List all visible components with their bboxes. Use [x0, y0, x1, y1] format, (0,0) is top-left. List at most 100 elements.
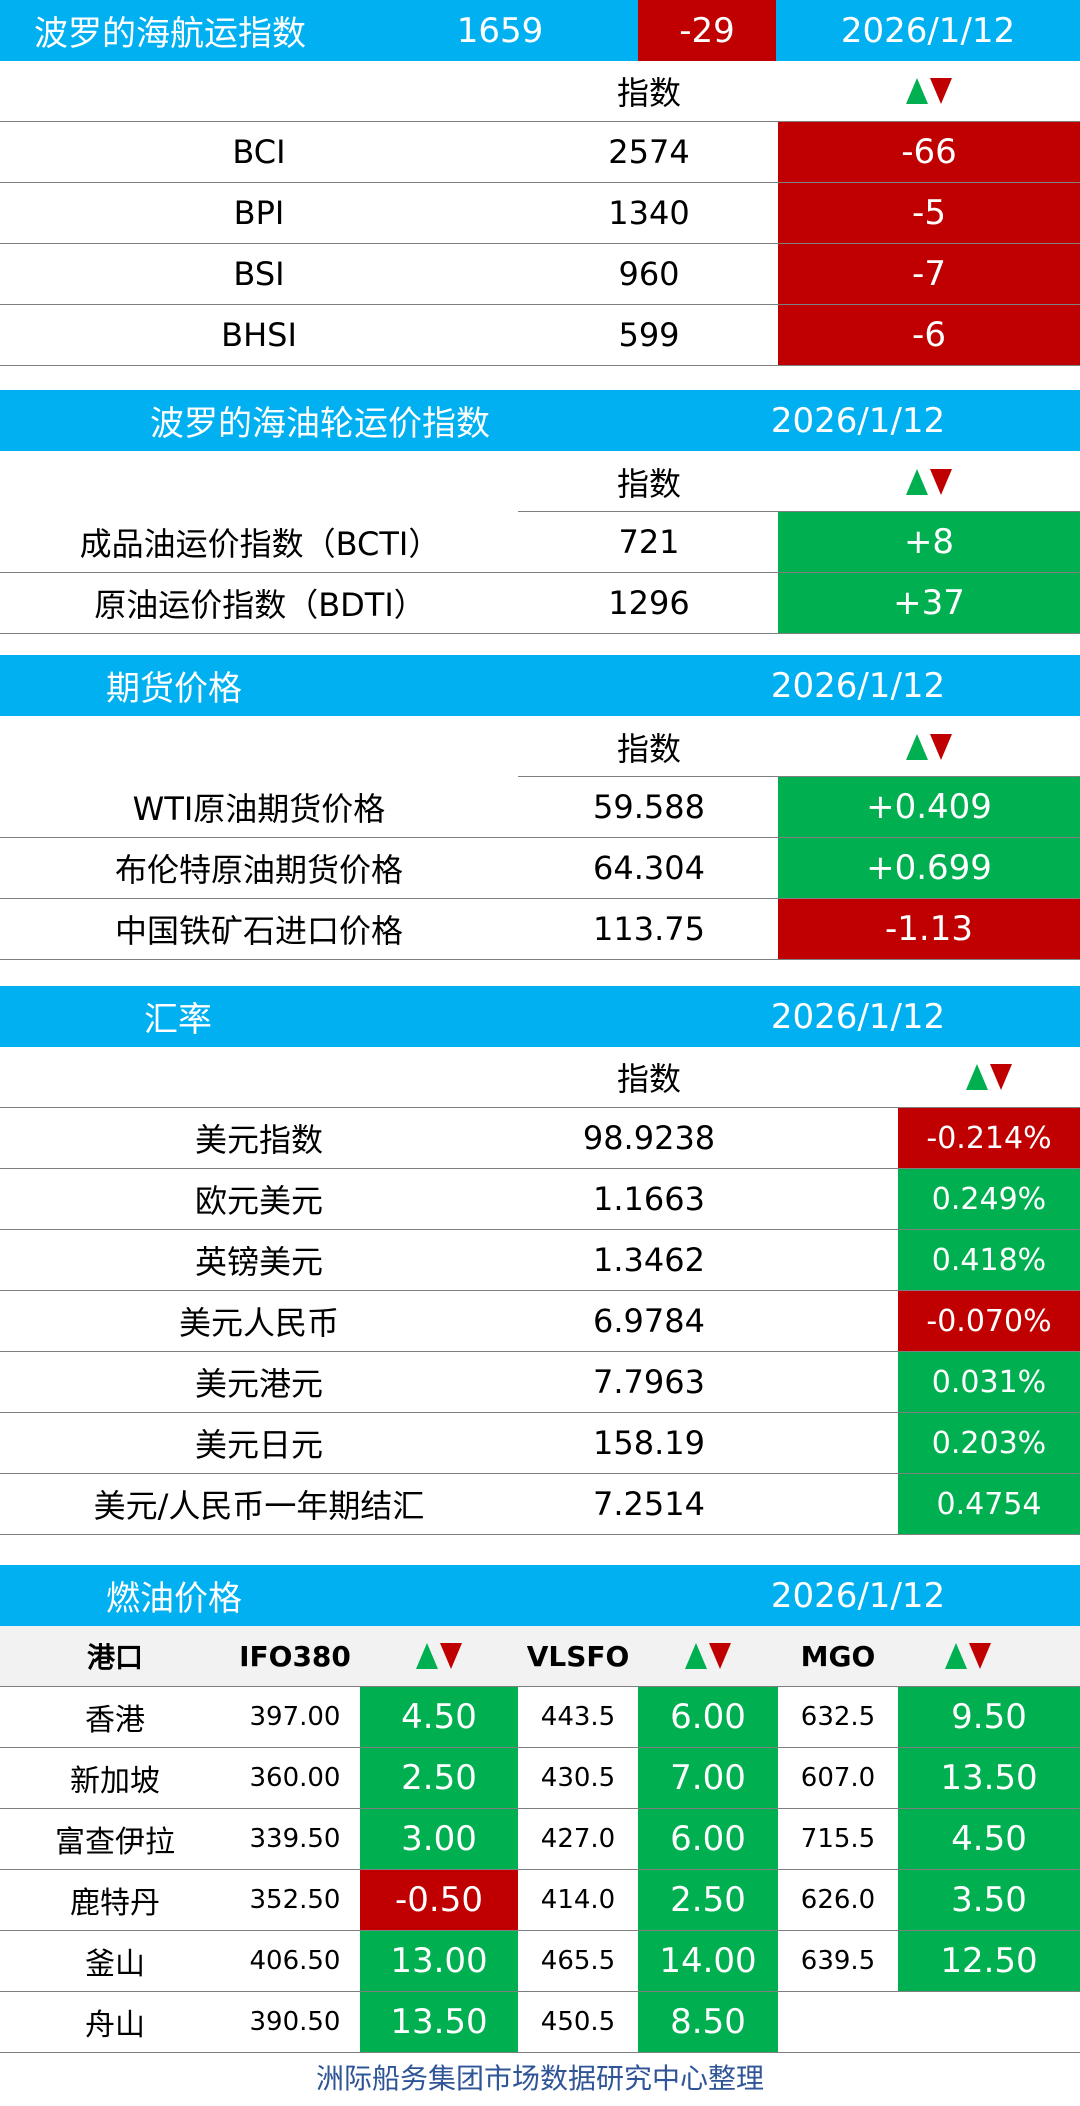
baltic-change: -7	[778, 244, 1080, 304]
fx-header: 汇率 2026/1/12	[0, 986, 1080, 1047]
baltic-name: BHSI	[221, 316, 297, 354]
port-name: 富查伊拉	[55, 1825, 175, 1860]
futures-row: 中国铁矿石进口价格 113.75 -1.13	[0, 899, 1080, 960]
futures-value: 59.588	[593, 788, 705, 826]
futures-header: 期货价格 2026/1/12	[0, 655, 1080, 716]
vlsfo-price: 430.5	[540, 1763, 616, 1793]
fx-name: 美元指数	[194, 1121, 323, 1159]
bunker-title: 燃油价格	[106, 1579, 242, 1619]
fx-value: 1.1663	[593, 1180, 705, 1218]
ifo-price: 339.50	[249, 1824, 341, 1854]
port-name: 香港	[85, 1703, 145, 1738]
tanker-date: 2026/1/12	[770, 400, 946, 441]
fx-value: 7.2514	[593, 1485, 705, 1523]
port-name: 舟山	[85, 2008, 145, 2043]
ifo-price: 406.50	[249, 1946, 341, 1976]
vlsfo-price: 465.5	[540, 1946, 616, 1976]
col-index-label: 指数	[616, 74, 681, 112]
updown-icon	[778, 716, 1080, 777]
baltic-value: 1659	[456, 10, 544, 51]
fx-change: -0.214%	[898, 1108, 1080, 1168]
ifo-change: 2.50	[360, 1748, 518, 1808]
baltic-name: BPI	[233, 194, 285, 232]
mgo-col-label: MGO	[800, 1639, 876, 1673]
fx-change: 0.418%	[898, 1230, 1080, 1290]
fx-row: 美元日元 158.19 0.203%	[0, 1413, 1080, 1474]
futures-col-header: 指数	[0, 716, 1080, 777]
tanker-col-header: 指数	[0, 451, 1080, 512]
updown-icon	[778, 451, 1080, 512]
futures-row: WTI原油期货价格 59.588 +0.409	[0, 777, 1080, 838]
tanker-name: 原油运价指数（BDTI）	[94, 586, 426, 624]
futures-value: 113.75	[593, 910, 705, 948]
port-name: 新加坡	[70, 1764, 160, 1799]
updown-icon	[778, 61, 1080, 121]
ifo-change: -0.50	[360, 1870, 518, 1930]
fx-title: 汇率	[144, 1000, 212, 1040]
fx-change: -0.070%	[898, 1291, 1080, 1351]
baltic-change: -29	[638, 0, 776, 61]
tanker-name: 成品油运价指数（BCTI）	[79, 525, 441, 563]
fx-value: 158.19	[593, 1424, 705, 1462]
updown-icon	[638, 1626, 778, 1686]
futures-change: -1.13	[778, 899, 1080, 959]
fx-col-header: 指数	[0, 1047, 1080, 1108]
fx-name: 欧元美元	[194, 1182, 323, 1220]
fx-value: 1.3462	[593, 1241, 705, 1279]
tanker-header: 波罗的海油轮运价指数 2026/1/12	[0, 390, 1080, 451]
ifo-change: 13.50	[360, 1992, 518, 2052]
fx-change: 0.249%	[898, 1169, 1080, 1229]
col-index-label: 指数	[616, 1060, 681, 1098]
ifo-price: 352.50	[249, 1885, 341, 1915]
baltic-name: BCI	[232, 133, 286, 171]
port-col-label: 港口	[86, 1641, 143, 1674]
col-index-label: 指数	[616, 464, 681, 503]
baltic-name: BSI	[233, 255, 285, 293]
tanker-row: 成品油运价指数（BCTI） 721 +8	[0, 512, 1080, 573]
baltic-value: 960	[618, 255, 680, 293]
updown-icon	[360, 1626, 518, 1686]
futures-value: 64.304	[593, 849, 705, 887]
bunker-row: 新加坡 360.00 2.50 430.5 7.00 607.0 13.50	[0, 1748, 1080, 1809]
futures-row: 布伦特原油期货价格 64.304 +0.699	[0, 838, 1080, 899]
ifo-change: 4.50	[360, 1687, 518, 1747]
vlsfo-change: 6.00	[638, 1687, 778, 1747]
bunker-header: 燃油价格 2026/1/12	[0, 1565, 1080, 1626]
bunker-date: 2026/1/12	[770, 1575, 946, 1616]
ifo-change: 13.00	[360, 1931, 518, 1991]
tanker-change: +37	[778, 573, 1080, 633]
footer-credit: 洲际船务集团市场数据研究中心整理	[315, 2062, 764, 2095]
ifo-col-label: IFO380	[239, 1639, 351, 1673]
tanker-title: 波罗的海油轮运价指数	[150, 404, 490, 444]
port-name: 釜山	[85, 1947, 145, 1982]
baltic-change: -6	[778, 305, 1080, 365]
ifo-price: 397.00	[249, 1702, 341, 1732]
fx-row: 英镑美元 1.3462 0.418%	[0, 1230, 1080, 1291]
tanker-value: 721	[618, 523, 680, 561]
tanker-change: +8	[778, 512, 1080, 572]
baltic-value: 1340	[608, 194, 690, 232]
fx-name: 美元港元	[194, 1365, 323, 1403]
vlsfo-change: 6.00	[638, 1809, 778, 1869]
mgo-change: 12.50	[898, 1931, 1080, 1991]
fx-row: 美元人民币 6.9784 -0.070%	[0, 1291, 1080, 1352]
vlsfo-change: 7.00	[638, 1748, 778, 1808]
fx-date: 2026/1/12	[770, 996, 946, 1037]
ifo-price: 390.50	[249, 2007, 341, 2037]
fx-name: 英镑美元	[194, 1243, 323, 1281]
updown-icon	[898, 1626, 1038, 1686]
bunker-col-header: 港口 IFO380 VLSFO MGO	[0, 1626, 1080, 1687]
futures-date: 2026/1/12	[770, 665, 946, 706]
baltic-row: BPI 1340 -5	[0, 183, 1080, 244]
vlsfo-price: 450.5	[540, 2007, 616, 2037]
fx-row: 美元港元 7.7963 0.031%	[0, 1352, 1080, 1413]
updown-icon	[898, 1047, 1080, 1107]
futures-title: 期货价格	[106, 669, 242, 709]
fx-change: 0.203%	[898, 1413, 1080, 1473]
mgo-price: 607.0	[800, 1763, 876, 1793]
col-index-label: 指数	[616, 729, 681, 768]
mgo-price: 626.0	[800, 1885, 876, 1915]
fx-name: 美元/人民币一年期结汇	[93, 1487, 425, 1525]
futures-change: +0.699	[778, 838, 1080, 898]
mgo-change: 13.50	[898, 1748, 1080, 1808]
